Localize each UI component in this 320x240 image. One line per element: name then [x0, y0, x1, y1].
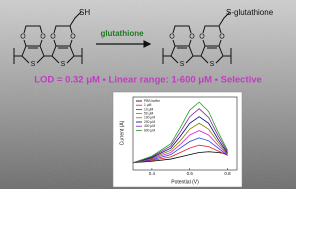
plot-frame	[132, 96, 238, 171]
x-tick-label: 0.4	[149, 171, 156, 176]
legend-label: 600 μM	[144, 128, 155, 132]
graphical-abstract: O OSO OSO OSO OS glutathione SH S-glutathion…	[0, 0, 296, 189]
y-axis-label: Current (A)	[119, 120, 125, 145]
dioxane-ring	[23, 25, 43, 47]
x-tick-label: 0.8	[224, 171, 231, 176]
legend-label: 1 μM	[144, 103, 152, 107]
atom-label: S	[210, 61, 215, 68]
bonds	[162, 11, 232, 64]
legend-label: PBS buffer	[144, 99, 161, 103]
series-line	[132, 108, 228, 164]
atom-label: O	[50, 33, 56, 40]
reactant-group: SH	[79, 8, 90, 17]
x-tick-label: 0.6	[187, 171, 194, 176]
structures: O OSO OSO OSO OS	[13, 11, 232, 68]
bonds	[13, 11, 83, 64]
series-line	[132, 144, 228, 164]
series-line	[132, 130, 228, 164]
series-line	[132, 101, 228, 164]
atom-label: O	[169, 33, 175, 40]
atom-label: O	[219, 33, 225, 40]
legend-label: 400 μM	[144, 124, 155, 128]
dioxane-ring	[172, 25, 192, 47]
series-line	[132, 151, 228, 164]
headline: LOD = 0.32 μM • Linear range: 1-600 μM •…	[34, 75, 262, 86]
legend-label: 10 μM	[144, 107, 153, 111]
legend-label: 50 μM	[144, 111, 153, 115]
atom-label: S	[61, 61, 66, 68]
series-line	[132, 137, 228, 164]
dioxane-ring	[202, 25, 222, 47]
atom-label: S	[31, 61, 36, 68]
atom-label: O	[189, 33, 195, 40]
legend-label: 100 μM	[144, 116, 155, 120]
thiophene-ring	[21, 45, 45, 64]
thiophene-ring	[51, 45, 75, 64]
thiophene-ring	[200, 45, 224, 64]
x-axis-label: Potential (V)	[171, 179, 199, 185]
atom-label: S	[180, 61, 185, 68]
dioxane-ring	[53, 25, 73, 47]
atom-label: O	[20, 33, 26, 40]
legend-label: 200 μM	[144, 120, 155, 124]
reagent: glutathione	[100, 29, 144, 38]
atom-label: O	[199, 33, 205, 40]
atom-label: O	[70, 33, 76, 40]
atom-label: O	[40, 33, 46, 40]
product-group: S-glutathione	[226, 8, 274, 17]
thiophene-ring	[170, 45, 194, 64]
series-line	[132, 116, 228, 164]
series-line	[132, 122, 228, 164]
